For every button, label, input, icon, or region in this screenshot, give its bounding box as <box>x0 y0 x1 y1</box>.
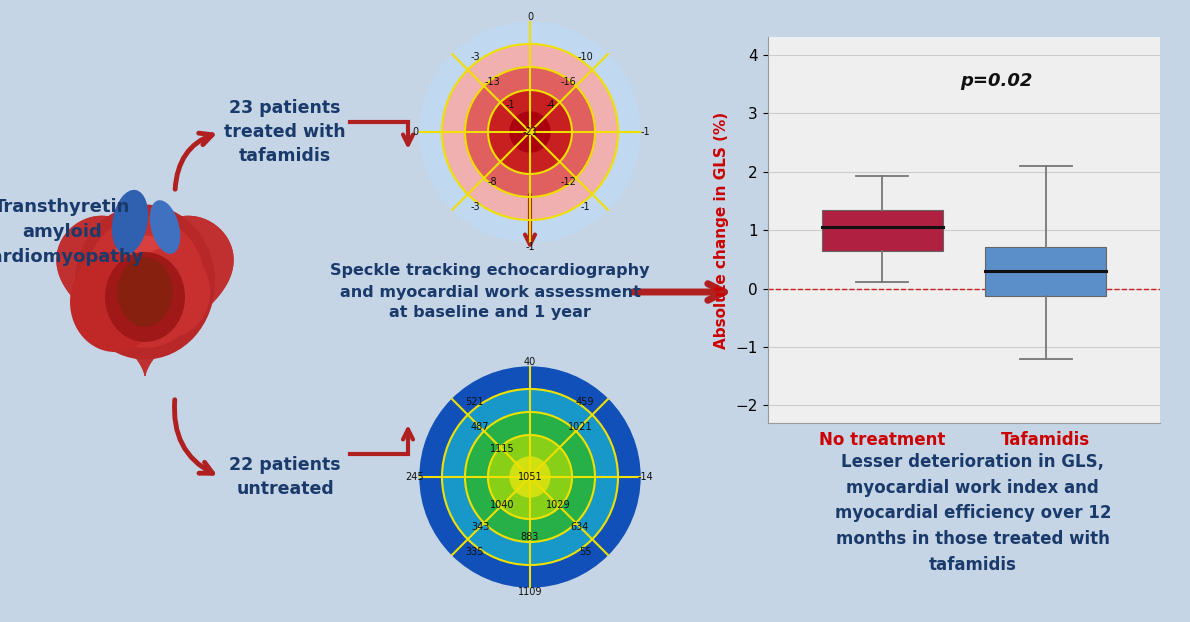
Circle shape <box>488 435 572 519</box>
Text: -12: -12 <box>560 177 576 187</box>
Text: 335: 335 <box>465 547 484 557</box>
Text: 0: 0 <box>412 127 418 137</box>
Text: -1: -1 <box>506 100 515 110</box>
Text: p=0.02: p=0.02 <box>960 72 1033 90</box>
Circle shape <box>488 90 572 174</box>
Text: 1109: 1109 <box>518 587 543 597</box>
Text: 1029: 1029 <box>546 500 570 510</box>
Ellipse shape <box>70 252 159 352</box>
Text: 55: 55 <box>578 547 591 557</box>
Circle shape <box>420 367 640 587</box>
Polygon shape <box>57 216 233 376</box>
Text: -3: -3 <box>470 202 480 212</box>
Text: 343: 343 <box>471 522 489 532</box>
Ellipse shape <box>75 205 215 360</box>
Circle shape <box>441 44 618 220</box>
Ellipse shape <box>118 257 173 327</box>
Text: -21: -21 <box>522 127 538 137</box>
Text: -14: -14 <box>637 472 653 482</box>
Ellipse shape <box>86 216 205 348</box>
Text: 1115: 1115 <box>490 444 514 454</box>
FancyBboxPatch shape <box>821 210 942 251</box>
Circle shape <box>420 22 640 242</box>
Text: -4: -4 <box>545 100 555 110</box>
Text: 883: 883 <box>521 532 539 542</box>
Text: -1: -1 <box>525 242 534 252</box>
Ellipse shape <box>130 247 209 337</box>
Text: 245: 245 <box>406 472 425 482</box>
Circle shape <box>441 389 618 565</box>
Circle shape <box>465 412 595 542</box>
Circle shape <box>511 457 550 497</box>
Text: -3: -3 <box>470 52 480 62</box>
Text: -8: -8 <box>487 177 496 187</box>
Text: -10: -10 <box>577 52 593 62</box>
Text: 1040: 1040 <box>490 500 514 510</box>
Text: 459: 459 <box>576 397 594 407</box>
FancyBboxPatch shape <box>985 246 1107 295</box>
Text: -1: -1 <box>640 127 650 137</box>
Text: 1021: 1021 <box>568 422 593 432</box>
Text: 634: 634 <box>571 522 589 532</box>
Circle shape <box>465 67 595 197</box>
Text: -1: -1 <box>581 202 590 212</box>
Text: 521: 521 <box>465 397 484 407</box>
Polygon shape <box>57 216 233 376</box>
Ellipse shape <box>105 252 184 342</box>
Text: 1051: 1051 <box>518 472 543 482</box>
Text: -16: -16 <box>560 77 576 87</box>
Text: Lesser deterioration in GLS,
myocardial work index and
myocardial efficiency ove: Lesser deterioration in GLS, myocardial … <box>834 453 1111 573</box>
Text: 23 patients
treated with
tafamidis: 23 patients treated with tafamidis <box>224 100 346 165</box>
Ellipse shape <box>104 236 187 328</box>
Text: 22 patients
untreated: 22 patients untreated <box>230 456 340 498</box>
Text: 40: 40 <box>524 357 537 367</box>
Ellipse shape <box>112 190 148 254</box>
Y-axis label: Absolute change in GLS (%): Absolute change in GLS (%) <box>714 111 728 349</box>
Text: Transthyretin
amyloid
cardiomyopathy: Transthyretin amyloid cardiomyopathy <box>0 198 144 266</box>
Text: Speckle tracking echocardiography
and myocardial work assessment
at baseline and: Speckle tracking echocardiography and my… <box>331 264 650 320</box>
Text: 487: 487 <box>471 422 489 432</box>
Ellipse shape <box>150 200 180 254</box>
Circle shape <box>511 112 550 152</box>
Text: -13: -13 <box>484 77 500 87</box>
Text: 0: 0 <box>527 12 533 22</box>
